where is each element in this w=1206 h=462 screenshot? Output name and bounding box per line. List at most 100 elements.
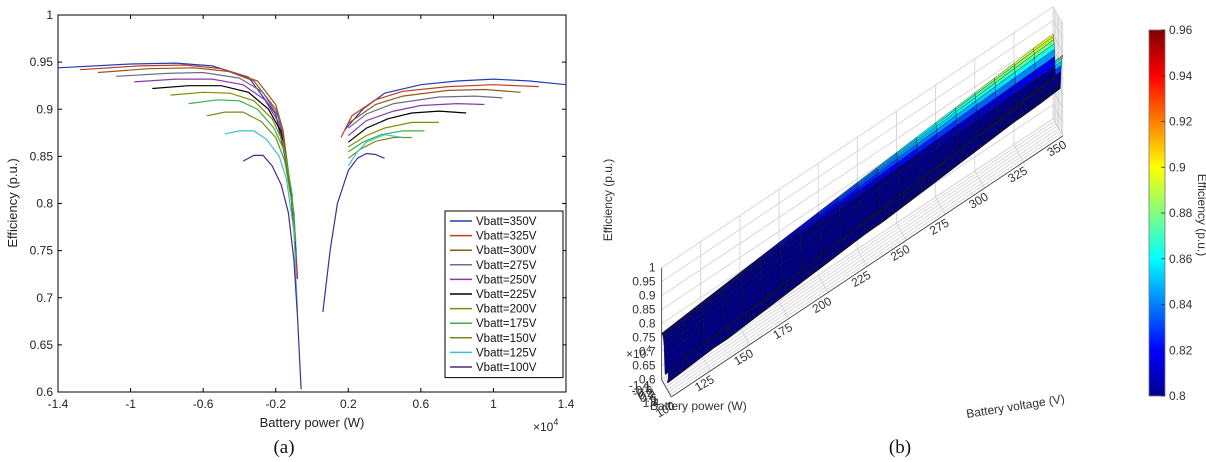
x-tick-label-b-4: 0.2: [638, 389, 655, 403]
x-multiplier-exp-b: 4: [646, 344, 651, 354]
z-tick-label-b-7: 0.95: [632, 275, 656, 289]
z-tick-label-b-3: 0.75: [632, 331, 656, 345]
colorbar-ticks: 0.8 0.82 0.84 0.86 0.88 0.9 0.92 0.94 0.96: [1161, 23, 1193, 403]
series-line-5-pos: [347, 110, 467, 143]
floor-grid-p-6: [669, 133, 1062, 395]
series-line-7-pos: [347, 130, 425, 153]
z-tick-label-b-5: 0.85: [632, 303, 656, 317]
colorbar-tick-label-5: 0.9: [1169, 160, 1186, 174]
series-line-3-pos: [347, 95, 503, 129]
side-grid-zp-6: [1052, 34, 1064, 53]
line-chart-a: -1.4 -1 -0.6 -0.2 0.2 0.6 1 1.4 0.60.650.70.750…: [5, 8, 575, 458]
legend-label-a-10: Vbatt=100V: [476, 362, 537, 374]
series-group-a: [57, 62, 567, 390]
z-tick-label-b-0: 0.6: [639, 373, 656, 387]
caption-b: (b): [889, 437, 911, 458]
back-grid-zv-6: [661, 34, 1054, 297]
z-tick-label-b-6: 0.9: [639, 289, 656, 303]
z-tick-label-b-8: 1: [649, 261, 656, 275]
series-line-10-pos: [322, 152, 385, 312]
series-line-2-neg: [97, 67, 293, 199]
floor-grid-v-5: [856, 249, 868, 267]
axis-y-b: [671, 135, 1064, 398]
y-tick-label-a-8: 1: [46, 8, 53, 22]
surface-cell-pos-0-0: [666, 365, 688, 383]
y-tick-label-b-8: 300: [966, 189, 991, 211]
side-grid-zp-8: [1052, 6, 1064, 25]
colorbar-label: Efficiency (p.u.): [1195, 174, 1206, 256]
legend-label-a-9: Vbatt=125V: [476, 347, 537, 359]
y-tick-label-b-10: 350: [1045, 137, 1070, 159]
side-grid-zp-2: [1052, 90, 1064, 109]
series-line-1-pos: [340, 84, 539, 138]
x-tick-label-a-3: -0.2: [265, 397, 286, 411]
side-grid-zp-1: [1052, 104, 1064, 123]
x-tick-label-b-0: -1.4: [629, 379, 650, 393]
y-tick-label-a-5: 0.85: [30, 149, 54, 163]
legend-label-a-5: Vbatt=225V: [476, 289, 537, 301]
colorbar-tick-label-6: 0.92: [1169, 115, 1193, 129]
colorbar-tick-label-3: 0.86: [1169, 252, 1193, 266]
side-grid-zp-7: [1052, 20, 1064, 39]
side-grid-zp-0: [1052, 118, 1064, 137]
series-line-9-neg: [224, 130, 299, 312]
series-line-10-neg: [242, 154, 302, 390]
y-tick-label-a-1: 0.65: [30, 338, 54, 352]
floor-grid-v-9: [1013, 144, 1024, 163]
y-tick-label-a-2: 0.7: [36, 291, 53, 305]
y-tick-label-b-6: 250: [888, 242, 913, 264]
surface-panel-b: 0.6 0.65 0.7 0.75 0.8 0.85 0.9 0.95 1 -1.4 -1 -0.6-…: [590, 0, 1206, 462]
back-grid-zv-7: [661, 20, 1054, 283]
y-tick-label-b-7: 275: [927, 216, 952, 238]
x-multiplier-b: ×104: [626, 344, 651, 361]
x-axis-label-b: Battery power (W): [650, 399, 747, 413]
x-tick-label-a-0: -1.4: [48, 397, 69, 411]
series-line-6-pos: [347, 121, 439, 148]
x-multiplier-a: ×104: [533, 417, 558, 434]
colorbar-tick-label-0: 0.8: [1169, 389, 1186, 403]
y-tick-label-b-2: 150: [731, 346, 756, 368]
y-tick-label-b-1: 125: [692, 372, 717, 394]
series-line-2-pos: [347, 88, 521, 124]
floor-grid-v-6: [896, 222, 907, 241]
y-tick-label-b-9: 325: [1005, 163, 1030, 185]
floor-grid-p-3: [665, 125, 1058, 388]
colorbar-tick-label-2: 0.84: [1169, 298, 1193, 312]
x-tick-label-a-6: 1: [490, 397, 497, 411]
floor-grid-p-4: [666, 128, 1059, 390]
z-tick-label-b-2: 0.7: [639, 345, 656, 359]
legend-label-a-2: Vbatt=300V: [476, 245, 537, 257]
x-axis-label-a: Battery power (W): [260, 415, 365, 430]
surface-chart-b: 0.60.650.70.750.80.850.90.951-1.4-1-0.6-…: [601, 6, 1206, 458]
x-tick-label-b-1: -1: [640, 381, 651, 395]
y-tick-label-a-7: 0.95: [30, 55, 54, 69]
floor-grid-v-4: [817, 275, 829, 293]
x-tick-label-b-7: 1.4: [643, 396, 660, 410]
x-tick-label-b-2: -0.6: [632, 384, 653, 398]
legend-label-a-3: Vbatt=275V: [476, 260, 537, 272]
floor-grid-v-8: [974, 170, 985, 189]
legend-label-a-8: Vbatt=150V: [476, 333, 537, 345]
surface-cell-neg-0-0: [661, 317, 682, 335]
colorbar-tick-label-1: 0.82: [1169, 343, 1193, 357]
series-line-4-pos: [347, 102, 485, 137]
series-line-7-neg: [188, 99, 297, 242]
axis-x-b: [661, 379, 672, 398]
y-axis-label-b: Battery voltage (V): [965, 392, 1065, 421]
x-ticks-a: -1.4 -1 -0.6 -0.2 0.2 0.6 1 1.4: [48, 15, 575, 411]
x-tick-label-b-5: 0.6: [640, 391, 657, 405]
legend-label-a-4: Vbatt=250V: [476, 274, 537, 286]
legend-label-a-6: Vbatt=200V: [476, 304, 537, 316]
colorbar-tick-label-4: 0.88: [1169, 206, 1193, 220]
floor-grid-v-7: [935, 196, 946, 215]
floor-grid-v-2: [739, 327, 750, 345]
y-tick-label-a-3: 0.75: [30, 244, 54, 258]
y-ticks-a: 0.6 0.65 0.7 0.75 0.8 0.85 0.9 0.95 1: [30, 8, 566, 399]
y-tick-label-b-5: 225: [849, 268, 874, 290]
x-tick-label-b-6: 1: [651, 393, 658, 407]
x-tick-label-a-1: -1: [125, 397, 136, 411]
legend-a: Vbatt=350V Vbatt=325V Vbatt=300V Vbatt=275V…: [444, 210, 564, 379]
back-grid-zv-8: [661, 6, 1054, 269]
legend-label-a-1: Vbatt=325V: [476, 231, 537, 243]
x-tick-label-b-3: -0.2: [633, 386, 654, 400]
